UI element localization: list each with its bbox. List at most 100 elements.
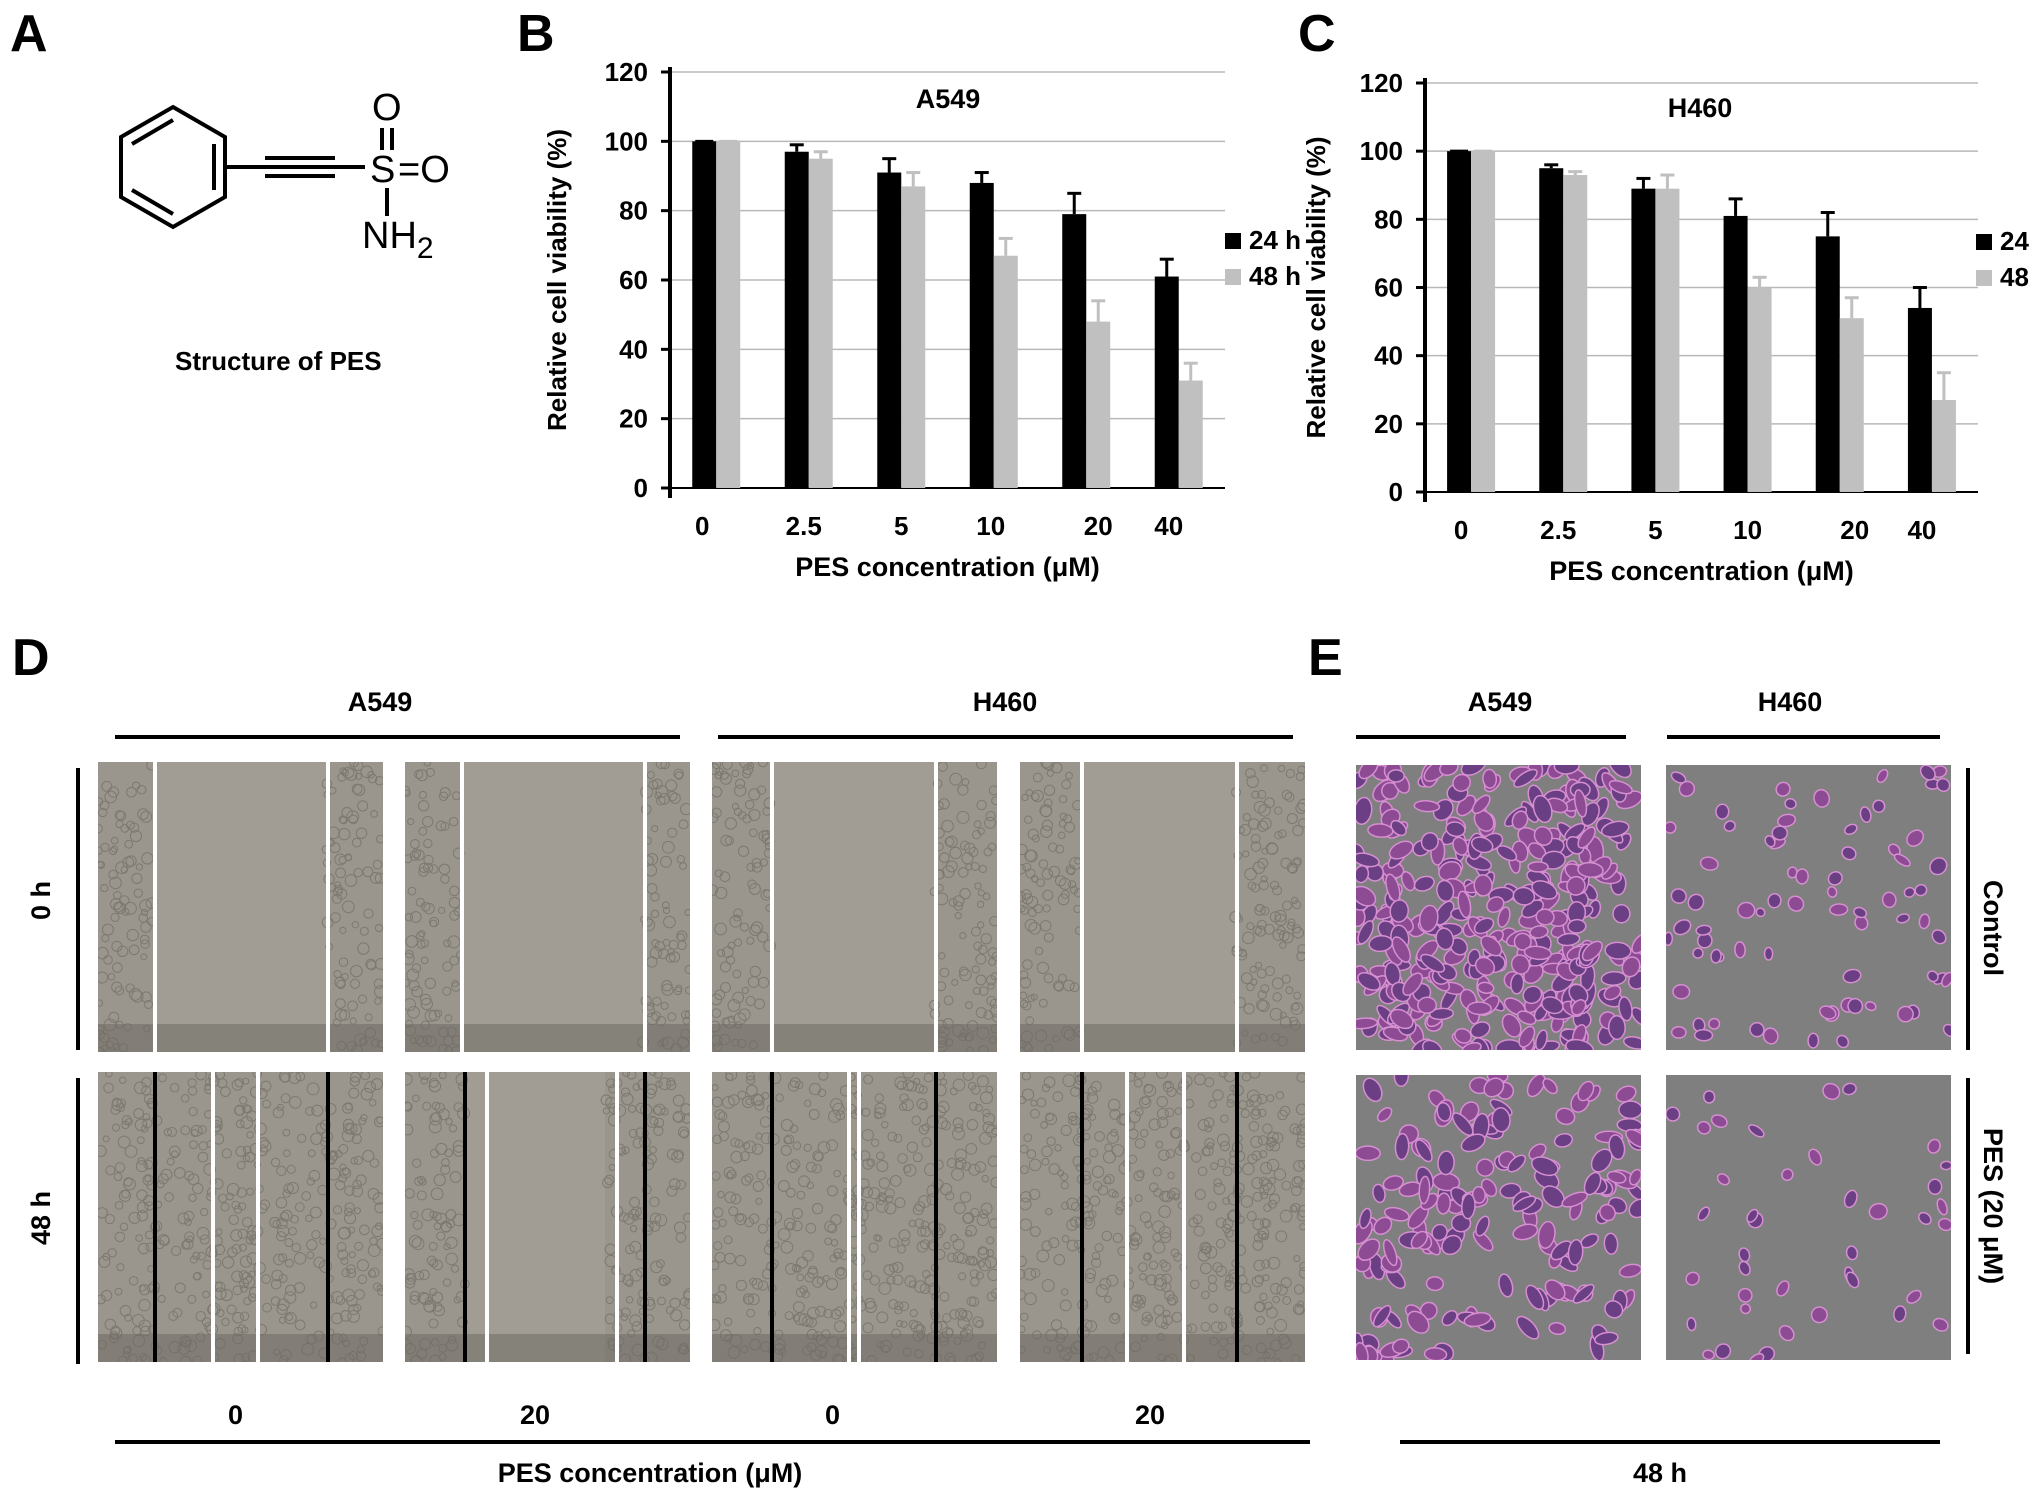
cell <box>714 869 723 878</box>
stained-cell <box>1522 985 1543 1005</box>
cell <box>868 1242 879 1253</box>
cell <box>1243 1003 1255 1015</box>
cell <box>1030 1268 1041 1278</box>
cell <box>418 930 426 938</box>
stained-cell <box>1666 821 1677 834</box>
cell <box>808 1108 820 1120</box>
cell <box>420 997 433 1011</box>
cell <box>1103 1176 1112 1185</box>
cell <box>952 1117 964 1129</box>
cell <box>1261 847 1269 855</box>
cell <box>428 1120 442 1134</box>
scratch-edge-line <box>1235 1072 1239 1362</box>
stained-cell <box>1473 917 1495 935</box>
cell <box>970 926 981 937</box>
cell <box>107 1248 117 1258</box>
cell <box>715 886 728 900</box>
cell <box>655 1080 663 1088</box>
cell <box>276 1103 285 1112</box>
cell <box>712 1319 721 1332</box>
stained-cell <box>1625 1128 1641 1148</box>
cell <box>1247 1153 1258 1165</box>
cell <box>817 1141 831 1154</box>
cell <box>780 1118 794 1132</box>
cell <box>1029 1226 1041 1237</box>
cell <box>1134 1107 1144 1117</box>
cell <box>1270 880 1280 890</box>
cell <box>972 1316 984 1328</box>
stained-cell <box>1604 1300 1624 1319</box>
cell <box>246 1131 254 1139</box>
cell <box>944 836 955 847</box>
cell <box>976 900 985 909</box>
stained-cell <box>1457 890 1472 919</box>
cell <box>792 1301 805 1314</box>
stained-cell <box>1452 773 1471 792</box>
cell <box>338 827 351 841</box>
cell <box>128 944 140 956</box>
stained-cell <box>1400 871 1416 892</box>
cell <box>717 1190 725 1199</box>
stained-cell <box>1393 1075 1410 1088</box>
cell <box>1240 1195 1254 1208</box>
stained-cell <box>1844 823 1858 835</box>
cell <box>870 1138 880 1148</box>
cell <box>221 1317 230 1327</box>
cell <box>673 1149 684 1160</box>
cell <box>1152 1167 1162 1177</box>
cell <box>288 1226 297 1236</box>
cell <box>1024 918 1038 932</box>
cell <box>124 901 137 915</box>
cell <box>405 1272 417 1285</box>
cell <box>626 1072 637 1080</box>
cell <box>297 1133 307 1143</box>
cell <box>793 1312 807 1326</box>
cell <box>98 807 108 818</box>
cell <box>958 1272 967 1281</box>
cell <box>133 888 143 898</box>
bar <box>1154 276 1179 488</box>
cell <box>729 915 742 928</box>
scratch-edge-line <box>463 1072 467 1362</box>
cell <box>430 1187 444 1201</box>
cell <box>1222 1166 1233 1177</box>
cell <box>863 1074 874 1085</box>
cell <box>1079 1118 1092 1131</box>
cell <box>373 985 383 998</box>
stained-cell <box>1358 765 1379 780</box>
stained-cell <box>1435 927 1455 951</box>
cell <box>101 1289 113 1302</box>
cell <box>1253 1259 1265 1272</box>
stained-cell <box>1630 1006 1641 1026</box>
stained-cell <box>1608 765 1632 779</box>
stained-cell <box>1936 777 1951 792</box>
bar <box>1723 215 1748 493</box>
cell <box>1057 893 1070 906</box>
stained-cell <box>1383 1206 1410 1222</box>
cell <box>1052 980 1064 991</box>
cell <box>827 1223 838 1234</box>
stained-cell <box>1697 1206 1711 1222</box>
cell <box>1045 1113 1058 1126</box>
stained-cell <box>1808 1148 1823 1166</box>
cell <box>133 1081 147 1095</box>
cell <box>893 1133 903 1143</box>
cell <box>1295 802 1305 814</box>
cell <box>1291 1185 1302 1197</box>
cell <box>369 872 382 884</box>
stained-cell <box>1622 1036 1641 1050</box>
cell <box>1293 1255 1301 1263</box>
cell <box>98 1255 111 1268</box>
cell <box>114 809 125 820</box>
cell <box>989 916 997 927</box>
cell <box>653 1125 664 1136</box>
cell <box>850 1208 864 1221</box>
stained-cell <box>1436 1192 1452 1215</box>
cell <box>119 1305 132 1317</box>
cell <box>921 1137 932 1148</box>
cell <box>1200 1321 1211 1332</box>
stained-cell <box>1387 769 1405 783</box>
cell <box>662 906 671 915</box>
cell <box>650 909 660 919</box>
cell <box>445 1236 458 1249</box>
